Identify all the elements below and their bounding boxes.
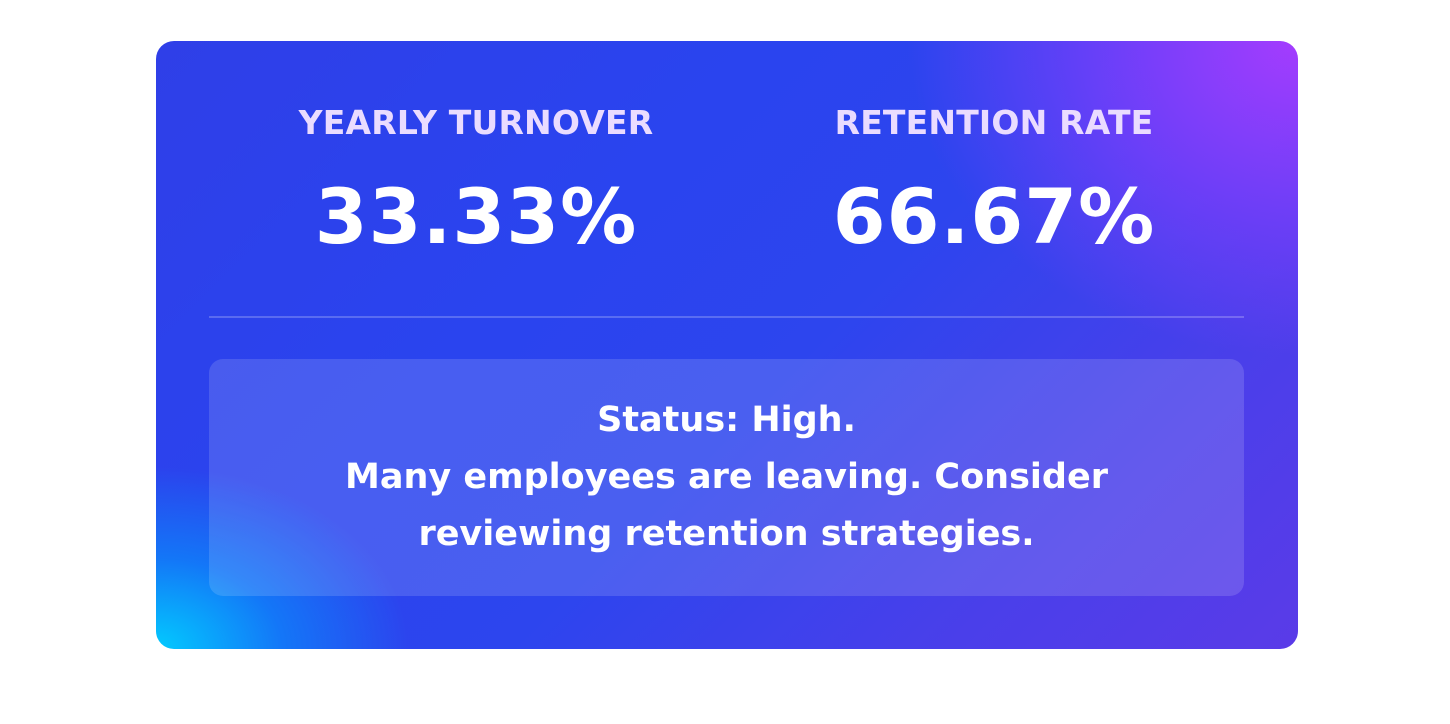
retention-rate-label: RETENTION RATE	[834, 103, 1154, 142]
yearly-turnover-label: YEARLY TURNOVER	[298, 103, 654, 142]
yearly-turnover-metric: YEARLY TURNOVER 33.33%	[216, 97, 736, 265]
status-box: Status: High. Many employees are leaving…	[209, 359, 1244, 596]
metrics-row: YEARLY TURNOVER 33.33% RETENTION RATE 66…	[156, 41, 1298, 316]
retention-rate-metric: RETENTION RATE 66.67%	[734, 97, 1254, 265]
divider	[209, 316, 1244, 318]
status-message: Many employees are leaving. Consider rev…	[345, 457, 1108, 554]
yearly-turnover-value: 33.33%	[314, 172, 638, 261]
turnover-summary-card: YEARLY TURNOVER 33.33% RETENTION RATE 66…	[156, 41, 1298, 649]
status-line: Status: High.	[597, 400, 856, 440]
retention-rate-value: 66.67%	[832, 172, 1156, 261]
